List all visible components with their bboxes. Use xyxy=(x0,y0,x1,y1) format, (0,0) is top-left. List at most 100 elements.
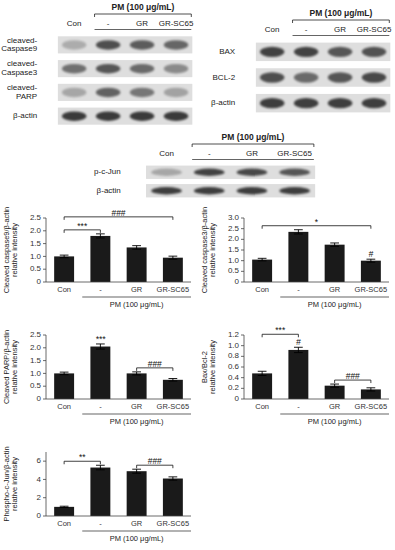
error-bar xyxy=(294,347,303,352)
bar xyxy=(90,468,110,516)
y-tick-label: 4 xyxy=(37,475,42,484)
xlabel-bracket xyxy=(82,531,191,532)
y-tick-label: 0 xyxy=(235,394,240,403)
error-bar xyxy=(366,388,375,391)
bar xyxy=(288,232,308,282)
x-tick-label: - xyxy=(99,402,102,411)
y-tick xyxy=(43,399,46,400)
figure: PM (100 μg/mL) Con - GR GR-SC65 cleaved-Caspa… xyxy=(0,0,395,550)
x-label: PM (100 μg/mL) xyxy=(308,300,362,309)
y-tick-label: 0 xyxy=(37,277,42,286)
bar xyxy=(90,236,110,282)
x-tick-label: GR-SC65 xyxy=(355,285,388,294)
x-tick-label: - xyxy=(297,285,300,294)
y-tick-label: 2.0 xyxy=(30,226,42,235)
band xyxy=(164,111,188,121)
band xyxy=(194,169,225,176)
blot-strip xyxy=(58,108,192,125)
blot-strip xyxy=(58,84,192,101)
significance-label: * xyxy=(315,217,319,227)
plot-area xyxy=(252,230,381,282)
y-tick xyxy=(43,497,46,498)
error-bar xyxy=(96,234,105,238)
y-tick-label: 0 xyxy=(235,277,240,286)
x-tick-label: - xyxy=(297,402,300,411)
x-label: PM (100 μg/mL) xyxy=(110,300,164,309)
band xyxy=(96,64,120,74)
x-tick-label: - xyxy=(99,519,102,528)
blot-strip xyxy=(256,43,390,61)
y-tick xyxy=(43,243,46,244)
lane-label: - xyxy=(208,149,211,158)
y-tick xyxy=(241,250,244,251)
x-tick-label: GR-SC65 xyxy=(157,519,190,528)
band xyxy=(62,64,86,74)
error-bar xyxy=(330,384,339,387)
y-axis xyxy=(46,218,47,282)
blot-strip xyxy=(256,94,390,112)
x-tick-label: GR xyxy=(131,519,143,528)
plot-area xyxy=(252,347,381,399)
error-bar xyxy=(60,506,69,507)
y-tick xyxy=(43,516,46,517)
band xyxy=(279,187,310,194)
blot-bracket xyxy=(293,20,390,23)
y-tick-label: 1.5 xyxy=(228,245,240,254)
y-tick xyxy=(241,260,244,261)
bar xyxy=(127,247,147,282)
band xyxy=(294,72,318,82)
lane-label: Con xyxy=(265,25,280,34)
x-tick-label: GR xyxy=(131,402,143,411)
y-tick xyxy=(43,269,46,270)
significance-label: ### xyxy=(111,208,125,218)
xlabel-bracket xyxy=(82,414,191,415)
y-label: Bax/Bcl-2relative intensity xyxy=(200,340,218,394)
band xyxy=(260,47,284,57)
y-tick-label: 0.5 xyxy=(30,264,42,273)
band xyxy=(130,64,154,74)
y-label: Phospho-c-Jun/β-actinrelative intensity xyxy=(2,446,20,521)
y-tick-label: 6 xyxy=(37,456,42,465)
band xyxy=(164,64,188,74)
y-tick-label: 0.4 xyxy=(228,373,240,382)
row-label: p-c-Jun xyxy=(94,167,121,176)
y-tick-label: 1.2 xyxy=(228,330,240,339)
error-bar xyxy=(168,379,177,382)
y-tick-label: 2 xyxy=(37,493,42,502)
band xyxy=(164,88,188,98)
band xyxy=(237,169,268,176)
y-tick-label: 1.0 xyxy=(228,256,240,265)
lane-label: Con xyxy=(159,149,174,158)
band xyxy=(362,98,386,108)
error-bar xyxy=(132,372,141,375)
error-bar xyxy=(294,230,303,234)
y-tick-label: 0.5 xyxy=(30,381,42,390)
y-tick xyxy=(43,479,46,480)
y-tick-label: 3.0 xyxy=(228,213,240,222)
y-tick-label: 1.5 xyxy=(30,239,42,248)
y-label: Cleaved caspase9/β-actinrelative intensi… xyxy=(2,207,20,293)
bar xyxy=(288,350,308,399)
row-label: β-actin xyxy=(211,98,235,107)
error-bar xyxy=(330,243,339,246)
bar-chart: 00.20.40.60.81.01.2Con-GRGR-SC65PM (100 … xyxy=(200,325,389,426)
band xyxy=(294,47,318,57)
x-axis xyxy=(46,399,191,400)
blot-strip xyxy=(146,166,315,179)
blot-title: PM (100 μg/mL) xyxy=(222,132,285,142)
y-axis xyxy=(46,452,47,516)
y-tick xyxy=(43,218,46,219)
row-label: β-actin xyxy=(13,111,37,120)
row-label: β-actin xyxy=(97,186,121,195)
significance-label: ### xyxy=(148,359,162,369)
lane-label: GR xyxy=(136,19,148,28)
x-tick-label: GR xyxy=(329,402,341,411)
y-tick-label: 1.0 xyxy=(30,252,42,261)
band xyxy=(328,72,352,82)
x-tick-label: GR xyxy=(131,285,143,294)
y-tick-label: 0.8 xyxy=(228,351,240,360)
lane-label: GR-SC65 xyxy=(277,149,312,158)
row-label: cleaved-Caspase9 xyxy=(1,36,38,54)
band xyxy=(194,187,225,194)
bar xyxy=(54,373,74,399)
